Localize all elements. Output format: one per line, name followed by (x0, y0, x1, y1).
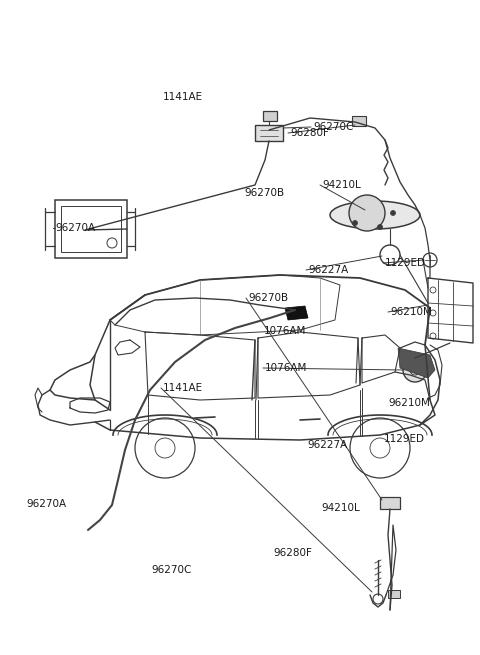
Text: 96227A: 96227A (307, 440, 348, 451)
Text: 96210M: 96210M (390, 307, 432, 317)
Text: 96280F: 96280F (290, 128, 329, 138)
Circle shape (391, 210, 396, 215)
Bar (388, 590, 400, 598)
Circle shape (377, 225, 383, 229)
Text: 96280F: 96280F (274, 548, 312, 559)
Text: 96227A: 96227A (308, 265, 348, 275)
Bar (380, 497, 400, 509)
Text: 96210M: 96210M (389, 398, 431, 408)
Bar (61, 206, 121, 252)
Text: 94210L: 94210L (322, 502, 360, 513)
Bar (263, 111, 277, 121)
Text: 96270C: 96270C (151, 565, 192, 575)
Text: 1129ED: 1129ED (384, 434, 425, 444)
Text: 1076AM: 1076AM (265, 363, 307, 373)
Text: 1141AE: 1141AE (163, 383, 203, 393)
Text: 96270B: 96270B (248, 293, 288, 303)
Ellipse shape (330, 201, 420, 229)
Text: 1141AE: 1141AE (163, 92, 204, 102)
Text: 94210L: 94210L (322, 180, 361, 190)
Circle shape (352, 221, 358, 225)
Bar (55, 200, 127, 258)
Circle shape (349, 195, 385, 231)
Text: 96270A: 96270A (55, 223, 95, 233)
Text: 1076AM: 1076AM (264, 326, 306, 336)
Polygon shape (398, 348, 435, 378)
Circle shape (403, 358, 427, 382)
Text: 96270B: 96270B (245, 188, 285, 198)
Polygon shape (285, 306, 308, 320)
Text: 96270C: 96270C (313, 122, 353, 132)
Bar (255, 125, 283, 141)
Bar (352, 116, 366, 126)
Text: 1129ED: 1129ED (385, 258, 426, 268)
Text: 96270A: 96270A (26, 499, 67, 510)
